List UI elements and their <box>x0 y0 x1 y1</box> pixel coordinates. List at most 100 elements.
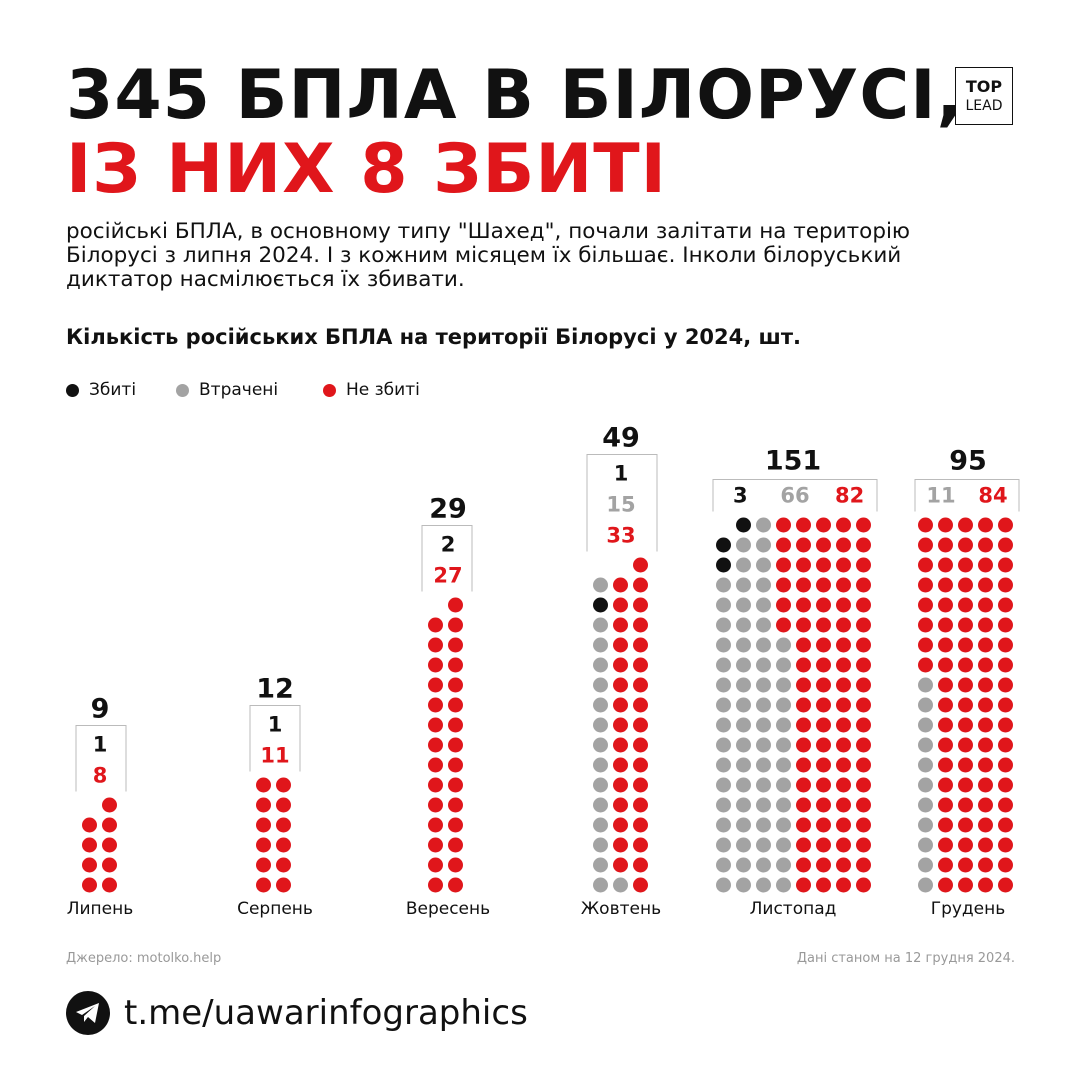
title-line-2: ІЗ НИХ 8 ЗБИТІ <box>66 130 667 209</box>
dot-lost <box>736 617 751 633</box>
dot-not-shot-down <box>998 597 1013 613</box>
dot-not-shot-down <box>276 797 291 813</box>
total-label: 9 <box>91 694 110 725</box>
dot-not-shot-down <box>796 697 811 713</box>
dot-lost <box>776 697 791 713</box>
dot-lost <box>716 657 731 673</box>
dot-lost <box>736 777 751 793</box>
dot-not-shot-down <box>613 817 628 833</box>
telegram-icon[interactable] <box>66 991 110 1035</box>
dot-lost <box>918 877 933 893</box>
dot-not-shot-down <box>836 777 851 793</box>
dot-lost <box>776 677 791 693</box>
dot-not-shot-down <box>276 877 291 893</box>
dot-not-shot-down <box>82 857 97 873</box>
dot-lost <box>593 857 608 873</box>
dot-not-shot-down <box>816 537 831 553</box>
dot-lost <box>756 837 771 853</box>
dot-not-shot-down <box>448 677 463 693</box>
dot-lost <box>776 757 791 773</box>
dot-not-shot-down <box>856 837 871 853</box>
dot-not-shot-down <box>448 857 463 873</box>
dot-not-shot-down <box>816 737 831 753</box>
dot-not-shot-down <box>998 637 1013 653</box>
dot-not-shot-down <box>938 557 953 573</box>
dot-not-shot-down <box>448 837 463 853</box>
dot-not-shot-down <box>633 777 648 793</box>
telegram-handle[interactable]: t.me/uawarinfographics <box>124 993 528 1033</box>
dot-not-shot-down <box>958 837 973 853</box>
dot-not-shot-down <box>796 677 811 693</box>
dot-not-shot-down <box>958 557 973 573</box>
dot-not-shot-down <box>856 797 871 813</box>
dot-not-shot-down <box>448 817 463 833</box>
value-label: 11 <box>926 484 955 508</box>
value-label: 1 <box>614 462 629 486</box>
value-label: 66 <box>780 484 809 508</box>
dot-not-shot-down <box>796 837 811 853</box>
dot-not-shot-down <box>836 557 851 573</box>
dot-not-shot-down <box>428 877 443 893</box>
dot-not-shot-down <box>796 597 811 613</box>
dot-lost <box>593 837 608 853</box>
dot-not-shot-down <box>613 637 628 653</box>
dot-not-shot-down <box>633 717 648 733</box>
dot-shot-down <box>716 557 731 573</box>
dot-not-shot-down <box>816 877 831 893</box>
dot-not-shot-down <box>918 657 933 673</box>
dot-not-shot-down <box>918 617 933 633</box>
dot-not-shot-down <box>836 537 851 553</box>
dot-not-shot-down <box>856 637 871 653</box>
dot-not-shot-down <box>836 577 851 593</box>
dot-not-shot-down <box>816 717 831 733</box>
dot-not-shot-down <box>633 877 648 893</box>
dot-lost <box>716 777 731 793</box>
dot-not-shot-down <box>958 697 973 713</box>
dot-lost <box>756 557 771 573</box>
dot-lost <box>756 817 771 833</box>
dot-lost <box>736 717 751 733</box>
dot-not-shot-down <box>256 777 271 793</box>
dot-not-shot-down <box>633 857 648 873</box>
dot-not-shot-down <box>428 817 443 833</box>
dot-not-shot-down <box>998 777 1013 793</box>
legend-swatch-not-shot-down <box>323 383 336 397</box>
dot-not-shot-down <box>978 657 993 673</box>
dot-not-shot-down <box>958 877 973 893</box>
dot-not-shot-down <box>856 657 871 673</box>
month-label: Листопад <box>750 899 837 919</box>
dot-not-shot-down <box>276 817 291 833</box>
dot-lost <box>918 757 933 773</box>
dot-lost <box>716 637 731 653</box>
dot-lost <box>918 777 933 793</box>
dot-not-shot-down <box>796 557 811 573</box>
dot-not-shot-down <box>836 637 851 653</box>
intro-text: російські БПЛА, в основному типу "Шахед"… <box>66 219 911 292</box>
dot-not-shot-down <box>836 817 851 833</box>
dot-not-shot-down <box>448 597 463 613</box>
dot-not-shot-down <box>978 557 993 573</box>
legend-item-lost: Втрачені <box>176 380 278 400</box>
dot-not-shot-down <box>613 617 628 633</box>
dot-not-shot-down <box>978 537 993 553</box>
dot-not-shot-down <box>938 577 953 593</box>
total-label: 49 <box>602 423 640 454</box>
dot-not-shot-down <box>448 797 463 813</box>
dot-not-shot-down <box>633 637 648 653</box>
value-bracket <box>712 479 878 512</box>
value-bracket <box>75 725 127 792</box>
legend-swatch-lost <box>176 383 189 397</box>
dot-not-shot-down <box>938 617 953 633</box>
dot-not-shot-down <box>978 797 993 813</box>
dot-not-shot-down <box>428 857 443 873</box>
dot-not-shot-down <box>256 837 271 853</box>
dot-not-shot-down <box>276 857 291 873</box>
dot-not-shot-down <box>448 777 463 793</box>
dot-not-shot-down <box>428 677 443 693</box>
value-label: 33 <box>606 524 635 548</box>
dot-lost <box>736 657 751 673</box>
dot-not-shot-down <box>613 737 628 753</box>
dot-not-shot-down <box>428 657 443 673</box>
dot-not-shot-down <box>816 617 831 633</box>
dot-shot-down <box>716 537 731 553</box>
